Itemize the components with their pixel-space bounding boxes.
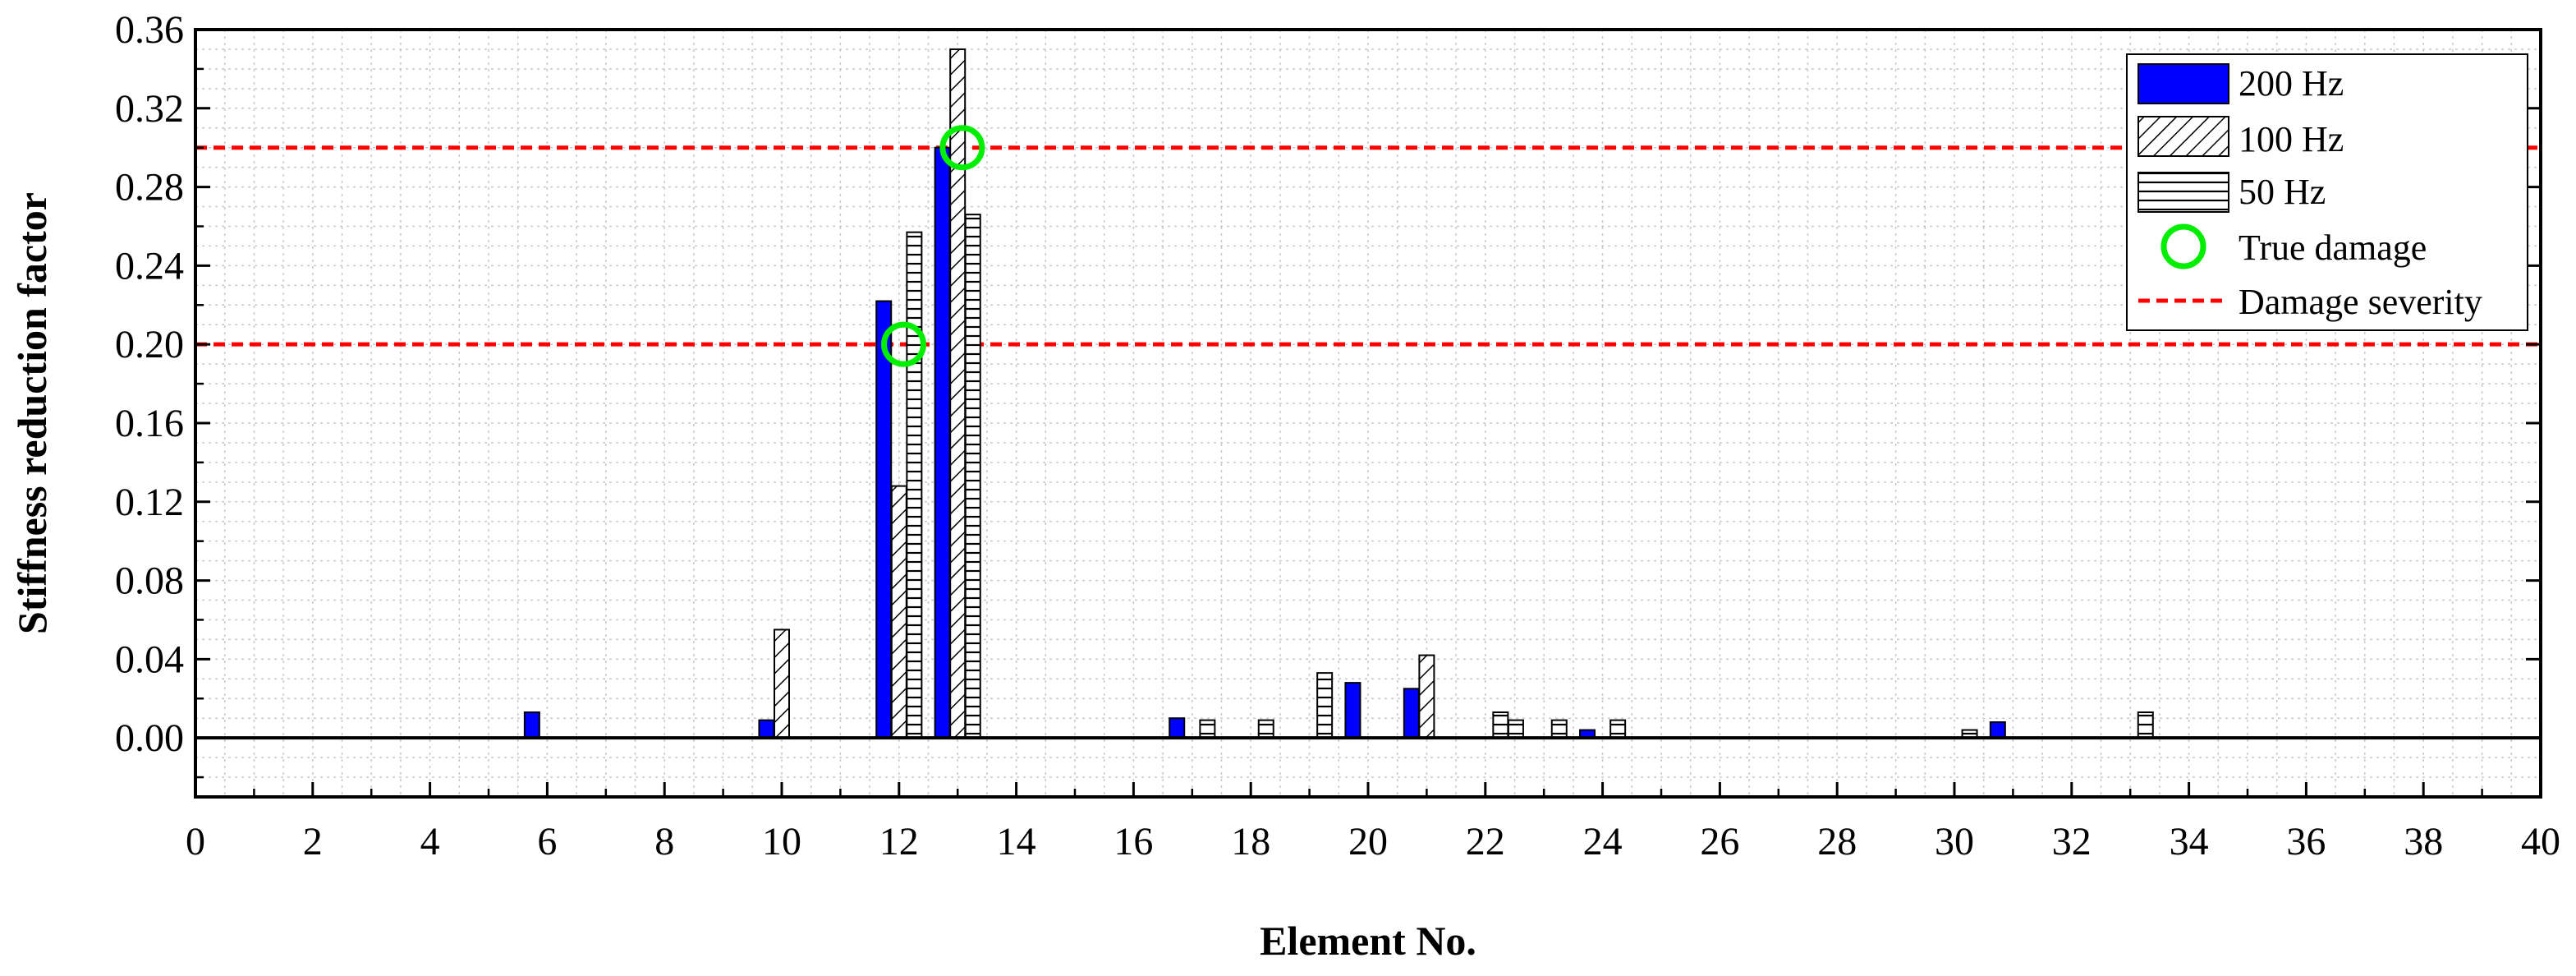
bar-200hz <box>1403 688 1420 739</box>
bar-200hz <box>758 719 775 739</box>
x-tick-label: 20 <box>1348 820 1388 863</box>
legend-label-true-damage: True damage <box>2239 228 2427 268</box>
legend-swatch-50hz <box>2137 172 2229 213</box>
y-tick-label: 0.36 <box>115 8 184 52</box>
legend-label-100hz: 100 Hz <box>2239 119 2344 159</box>
bar-50hz <box>1316 672 1334 739</box>
x-tick-label: 6 <box>537 820 557 863</box>
y-tick-label: 0.28 <box>115 166 184 209</box>
x-tick-label: 8 <box>654 820 674 863</box>
y-tick-label: 0.20 <box>115 323 184 366</box>
legend-label-200hz: 200 Hz <box>2239 63 2344 104</box>
bar-50hz <box>1507 719 1524 739</box>
x-tick-label: 4 <box>420 820 440 863</box>
true-damage-marker <box>881 321 927 367</box>
bar-100hz <box>890 485 907 739</box>
x-tick-label: 14 <box>997 820 1036 863</box>
x-tick-label: 12 <box>879 820 919 863</box>
bar-50hz <box>1550 719 1568 739</box>
x-tick-label: 16 <box>1114 820 1153 863</box>
bar-200hz <box>1344 682 1361 739</box>
axes: 0 2 4 6 8 10 12 14 16 18 20 22 24 26 28 30 32 34 36 38 400.0… <box>115 8 2560 863</box>
legend-label-damage-severity: Damage severity <box>2239 282 2482 322</box>
bar-200hz <box>1169 717 1186 739</box>
legend-label-50hz: 50 Hz <box>2239 172 2326 212</box>
x-tick-label: 18 <box>1231 820 1270 863</box>
x-tick-label: 2 <box>303 820 323 863</box>
x-tick-label: 24 <box>1583 820 1623 863</box>
x-tick-label: 10 <box>762 820 801 863</box>
x-tick-label: 36 <box>2286 820 2326 863</box>
bar-200hz <box>875 300 893 739</box>
y-tick-label: 0.00 <box>115 716 184 760</box>
x-tick-label: 40 <box>2521 820 2560 863</box>
y-tick-label: 0.32 <box>115 87 184 131</box>
y-axis-label: Stiffness reduction factor <box>9 192 55 634</box>
bar-100hz <box>774 628 790 739</box>
bar-50hz <box>1492 711 1509 739</box>
bar-200hz <box>1989 720 2006 739</box>
bar-50hz <box>2137 711 2154 739</box>
x-tick-label: 38 <box>2404 820 2443 863</box>
true-damage-marker <box>939 125 985 171</box>
legend-marker-true-damage <box>2160 223 2206 269</box>
y-tick-label: 0.24 <box>115 244 184 288</box>
x-tick-label: 30 <box>1935 820 1974 863</box>
bar-50hz <box>964 214 981 739</box>
x-tick-label: 22 <box>1466 820 1505 863</box>
bar-50hz <box>1257 719 1274 739</box>
legend-swatch-200hz <box>2137 63 2229 104</box>
true-damage-markers <box>881 125 985 367</box>
x-tick-label: 34 <box>2170 820 2209 863</box>
legend: 200 Hz 100 Hz 50 Hz True damage Damage s… <box>2126 53 2528 331</box>
bar-100hz <box>1418 654 1435 739</box>
bar-200hz <box>523 711 540 739</box>
grid <box>195 30 2541 797</box>
y-tick-label: 0.12 <box>115 481 184 524</box>
bar-200hz <box>934 146 951 739</box>
bar-50hz <box>906 231 923 739</box>
x-tick-label: 28 <box>1817 820 1857 863</box>
bar-50hz <box>1609 719 1627 739</box>
bar-50hz <box>1199 719 1216 739</box>
y-tick-label: 0.04 <box>115 638 184 681</box>
legend-swatch-100hz <box>2137 116 2229 157</box>
x-tick-label: 0 <box>186 820 205 863</box>
x-tick-label: 32 <box>2052 820 2092 863</box>
bars <box>523 48 2154 739</box>
bar-100hz <box>949 48 967 739</box>
x-tick-label: 26 <box>1700 820 1739 863</box>
y-tick-label: 0.08 <box>115 559 184 603</box>
x-axis-label: Element No. <box>1260 918 1476 964</box>
y-tick-label: 0.16 <box>115 402 184 445</box>
